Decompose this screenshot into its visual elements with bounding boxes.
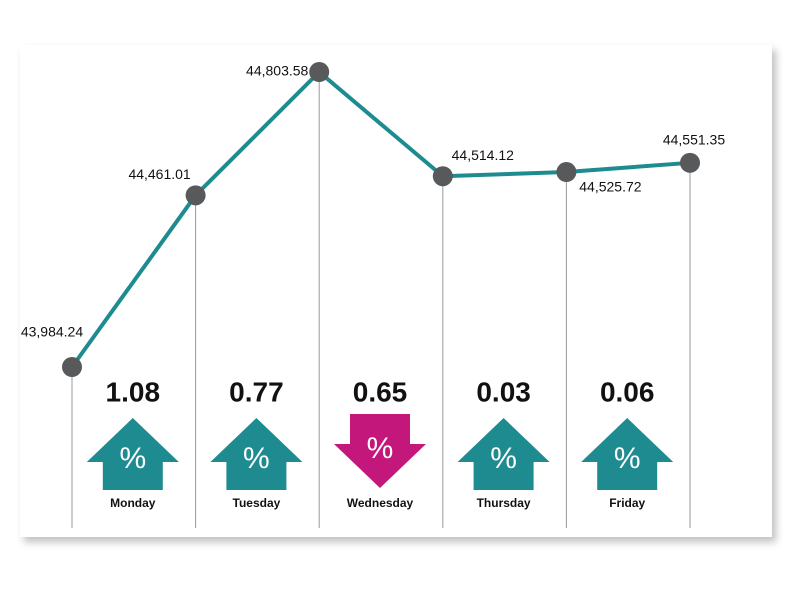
marker xyxy=(185,185,206,206)
change-value: 0.65 xyxy=(353,376,408,407)
value-label: 43,984.24 xyxy=(21,324,83,340)
change-symbol: % xyxy=(243,442,270,475)
change-symbol: % xyxy=(614,442,641,475)
marker xyxy=(680,152,700,173)
value-label: 44,551.35 xyxy=(663,132,725,148)
marker xyxy=(556,162,577,183)
value-label: 44,525.72 xyxy=(579,179,641,195)
day-label: Friday xyxy=(609,496,645,510)
value-label: 44,803.58 xyxy=(246,63,308,79)
change-value: 1.08 xyxy=(106,376,161,407)
value-label: 44,514.12 xyxy=(452,147,514,163)
marker xyxy=(309,62,330,82)
day-label: Wednesday xyxy=(347,496,414,510)
change-symbol: % xyxy=(367,432,394,465)
value-label: 44,461.01 xyxy=(128,166,190,182)
change-arrow xyxy=(86,418,179,490)
marker xyxy=(432,166,453,187)
change-value: 0.77 xyxy=(229,376,284,407)
change-value: 0.06 xyxy=(600,376,655,407)
day-label: Monday xyxy=(110,496,156,510)
change-arrow xyxy=(334,414,426,488)
marker xyxy=(62,357,82,377)
change-value: 0.03 xyxy=(476,376,531,407)
change-arrow xyxy=(210,418,303,490)
change-symbol: % xyxy=(119,442,146,475)
line xyxy=(70,69,691,369)
change-arrow xyxy=(457,418,550,490)
change-arrow xyxy=(581,418,674,490)
day-label: Thursday xyxy=(477,496,531,510)
change-symbol: % xyxy=(490,442,517,475)
day-label: Tuesday xyxy=(233,496,281,510)
